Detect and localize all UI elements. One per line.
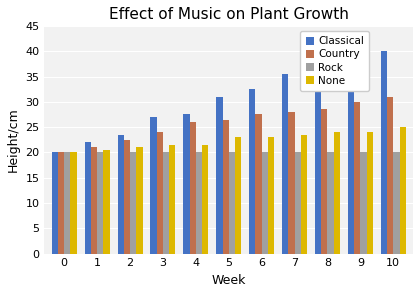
Bar <box>328 152 334 254</box>
Bar <box>262 152 268 254</box>
Bar <box>249 89 255 254</box>
Bar <box>289 112 294 254</box>
Bar <box>202 145 208 254</box>
Bar <box>58 152 64 254</box>
Bar <box>294 152 301 254</box>
Bar <box>64 152 71 254</box>
Bar <box>348 56 354 254</box>
Bar <box>91 147 97 254</box>
Bar <box>334 132 340 254</box>
Y-axis label: Height/cm: Height/cm <box>7 107 20 172</box>
Bar <box>103 150 110 254</box>
Bar <box>71 152 77 254</box>
Bar <box>321 109 328 254</box>
Bar <box>169 145 176 254</box>
Bar <box>85 142 91 254</box>
Bar <box>189 122 196 254</box>
Bar <box>315 71 321 254</box>
Bar <box>124 140 130 254</box>
Bar <box>163 152 169 254</box>
Bar <box>184 114 189 254</box>
Bar <box>393 152 399 254</box>
Bar <box>216 97 223 254</box>
Legend: Classical, Country, Rock, None: Classical, Country, Rock, None <box>300 31 369 91</box>
Bar <box>97 152 103 254</box>
Bar <box>301 135 307 254</box>
Bar <box>255 114 262 254</box>
Bar <box>282 74 289 254</box>
Bar <box>354 102 360 254</box>
Bar <box>367 132 373 254</box>
Bar <box>130 152 136 254</box>
Bar <box>229 152 235 254</box>
Bar <box>136 147 142 254</box>
Bar <box>399 127 406 254</box>
Bar <box>381 51 387 254</box>
Bar <box>157 132 163 254</box>
Bar <box>387 97 393 254</box>
Bar <box>360 152 367 254</box>
Title: Effect of Music on Plant Growth: Effect of Music on Plant Growth <box>109 7 349 22</box>
Bar <box>118 135 124 254</box>
Bar <box>150 117 157 254</box>
Bar <box>196 152 202 254</box>
Bar <box>223 120 229 254</box>
X-axis label: Week: Week <box>212 274 246 287</box>
Bar <box>235 137 241 254</box>
Bar <box>268 137 274 254</box>
Bar <box>52 152 58 254</box>
